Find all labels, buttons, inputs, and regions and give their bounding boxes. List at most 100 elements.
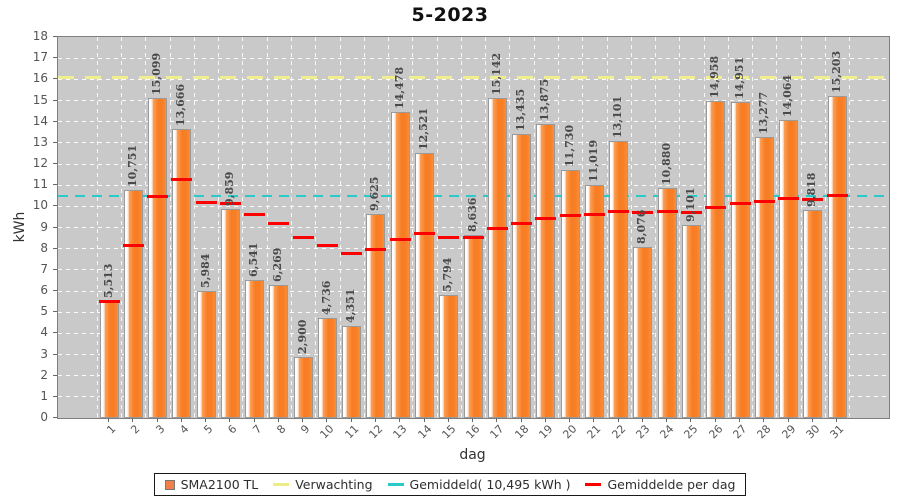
bar-value-label: 13,277	[756, 91, 770, 134]
daily-average-segment	[244, 212, 266, 216]
x-tick-mark	[811, 418, 813, 422]
bar-value-label: 5,513	[101, 263, 115, 299]
gridline-vertical	[218, 37, 220, 418]
bar-value-label: 6,541	[247, 242, 261, 277]
bar-day-26	[706, 101, 726, 418]
gridline-vertical	[533, 37, 535, 418]
daily-average-segment	[122, 244, 144, 248]
x-tick-mark	[690, 418, 692, 422]
bar-value-label: 15,142	[489, 52, 503, 95]
daily-average-segment	[147, 195, 169, 199]
bar-day-10	[317, 317, 337, 418]
y-tick-mark	[53, 247, 57, 249]
gridline-horizontal	[58, 78, 889, 80]
gridline-vertical	[655, 37, 657, 418]
daily-average-segment	[511, 222, 533, 226]
daily-average-segment	[462, 235, 484, 239]
bar-value-label: 12,521	[417, 107, 430, 150]
x-tick-mark	[787, 418, 789, 422]
bar-day-18	[512, 133, 532, 418]
legend-item-label: Gemiddeld( 10,495 kWh )	[409, 477, 571, 492]
gridline-vertical	[291, 37, 293, 418]
daily-average-segment	[316, 244, 338, 248]
y-tick-mark	[53, 290, 57, 291]
x-tick-mark	[520, 418, 522, 422]
x-tick-mark	[423, 418, 425, 422]
daily-average-segment	[656, 210, 678, 214]
gridline-vertical	[509, 37, 511, 418]
gridline-vertical	[824, 37, 826, 418]
series-swatch-icon	[164, 479, 175, 490]
daily-average-segment	[632, 211, 654, 215]
gridline-vertical	[727, 37, 729, 418]
gridline-vertical	[752, 37, 754, 418]
daily-average-segment	[729, 202, 751, 206]
bar-day-4	[172, 128, 192, 418]
y-tick-label: 14	[32, 113, 48, 128]
x-tick-mark	[156, 418, 158, 422]
y-tick-label: 9	[40, 219, 48, 234]
gridline-horizontal	[58, 184, 889, 186]
daily-average-segment	[753, 200, 775, 204]
gridline-vertical	[436, 37, 438, 418]
x-tick-mark	[569, 418, 571, 422]
y-tick-mark	[53, 268, 57, 270]
bar-value-label: 9,818	[805, 172, 819, 208]
bar-day-27	[730, 101, 750, 418]
x-tick-mark	[496, 418, 498, 422]
bar-value-label: 6,269	[271, 247, 285, 283]
bar-day-7	[245, 279, 265, 418]
bar-value-label: 5,794	[441, 257, 455, 293]
daily-average-segment	[365, 248, 387, 252]
daily-average-segment	[219, 201, 241, 205]
bar-day-12	[366, 214, 386, 418]
gridline-vertical	[557, 37, 559, 418]
bar-value-label: 13,666	[174, 83, 188, 126]
y-tick-label: 4	[40, 325, 48, 340]
y-tick-mark	[53, 57, 57, 59]
bar-day-1	[99, 301, 119, 418]
gridline-vertical	[849, 37, 851, 418]
gridline-vertical	[363, 37, 365, 418]
gridline-vertical	[169, 37, 171, 418]
x-tick-mark	[641, 418, 643, 422]
y-tick-label: 17	[32, 50, 48, 65]
legend-container: SMA2100 TL Verwachting Gemiddeld( 10,495 k…	[0, 473, 900, 496]
gridline-horizontal	[58, 121, 889, 123]
expectation-line	[58, 75, 889, 79]
line-swatch-icon	[585, 483, 602, 486]
daily-average-segment	[171, 178, 193, 182]
y-tick-label: 3	[40, 346, 48, 361]
bar-value-label: 8,076	[635, 209, 649, 245]
gridline-vertical	[776, 37, 778, 418]
daily-average-segment	[535, 216, 557, 220]
bar-value-label: 10,880	[659, 142, 673, 185]
bar-day-20	[560, 169, 580, 418]
x-tick-mark	[836, 418, 838, 422]
y-tick-label: 2	[40, 367, 48, 382]
y-tick-label: 11	[32, 177, 48, 192]
y-tick-mark	[53, 417, 57, 418]
bar-day-29	[779, 120, 799, 418]
legend-item-1: SMA2100 TL	[164, 477, 258, 492]
y-tick-label: 12	[32, 156, 48, 170]
daily-average-segment	[268, 221, 290, 225]
y-tick-mark	[53, 36, 57, 37]
daily-average-segment	[195, 200, 217, 204]
y-tick-mark	[53, 374, 57, 376]
bar-value-label: 2,900	[295, 319, 309, 354]
bar-day-17	[487, 97, 507, 418]
gridline-horizontal	[58, 57, 889, 59]
bar-day-23	[633, 247, 653, 418]
x-tick-mark	[277, 418, 279, 422]
gridline-vertical	[145, 37, 147, 418]
gridline-vertical	[412, 37, 414, 418]
bar-day-8	[269, 285, 289, 418]
bar-value-label: 14,064	[781, 75, 795, 118]
daily-average-segment	[341, 251, 363, 255]
gridline-vertical	[679, 37, 681, 418]
gridline-vertical	[800, 37, 802, 418]
line-swatch-icon	[387, 483, 404, 486]
bar-value-label: 13,435	[514, 88, 528, 131]
bar-day-30	[803, 210, 823, 418]
